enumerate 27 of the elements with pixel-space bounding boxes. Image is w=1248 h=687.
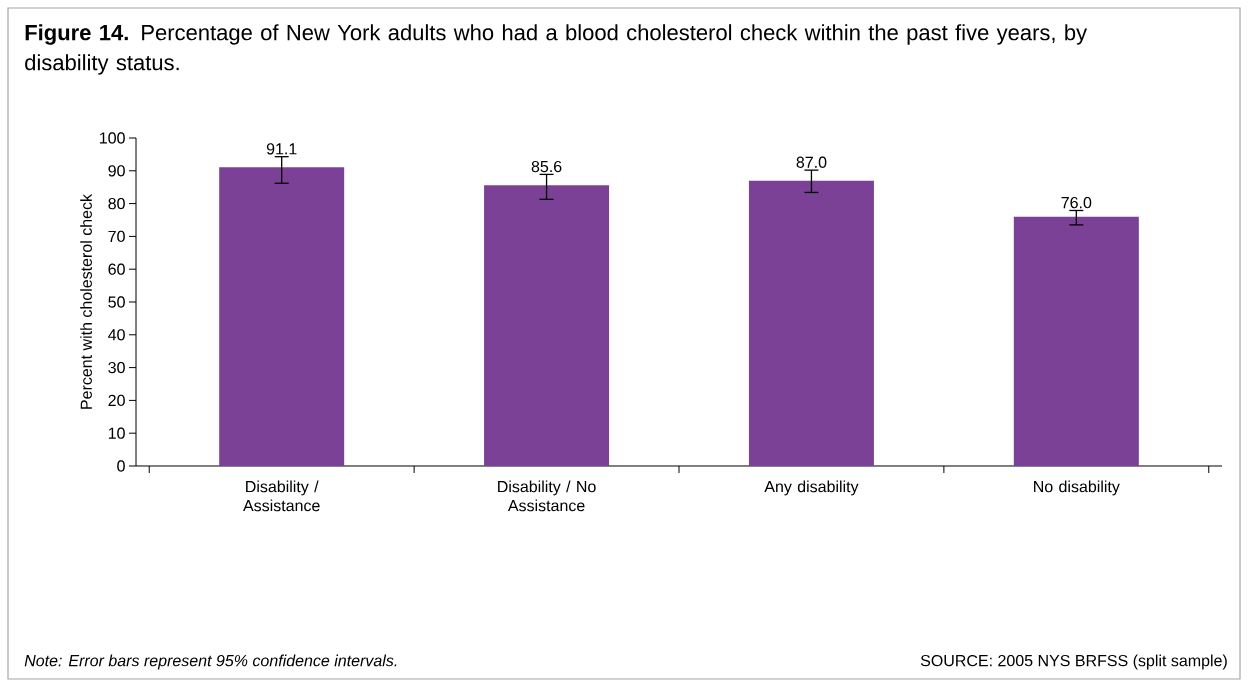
x-tick-label: Any disability <box>764 480 859 496</box>
x-tick-label: No disability <box>1034 480 1120 496</box>
text: Note: Error bars represent 95% confidence intervals. <box>24 654 397 670</box>
data-label: 85.6 <box>531 160 562 173</box>
x-tick-label: Disability / Assistance <box>243 480 320 512</box>
bar <box>1013 216 1139 466</box>
y-tick-label: 10 <box>108 427 125 439</box>
y-tick-label: 70 <box>108 230 125 243</box>
bar <box>748 180 874 466</box>
y-tick-label: 40 <box>108 329 125 341</box>
data-label: 91.1 <box>266 143 297 155</box>
y-tick-label: 60 <box>108 263 125 275</box>
bar <box>484 185 610 466</box>
bar <box>219 167 345 466</box>
y-tick-label: 30 <box>108 361 125 374</box>
chart-title: Figure 14. Percentage of New York adults who had a blood cholesterol check within the past five years, by disability status. <box>25 24 1088 75</box>
y-axis-title: Percent with cholesterol check <box>80 193 92 409</box>
y-tick-label: 0 <box>117 460 125 472</box>
y-tick-label: 100 <box>100 132 125 144</box>
y-tick-label: 20 <box>108 394 125 407</box>
y-tick-label: 50 <box>108 296 125 308</box>
y-tick-label: 80 <box>108 197 125 210</box>
y-tick-label: 90 <box>108 165 125 177</box>
source-note: SOURCE: 2005 NYS BRFSS (split sample) <box>920 654 1227 670</box>
x-tick-label: Disability / No Assistance <box>498 480 596 512</box>
data-label: 76.0 <box>1061 196 1092 209</box>
data-label: 87.0 <box>796 156 827 168</box>
